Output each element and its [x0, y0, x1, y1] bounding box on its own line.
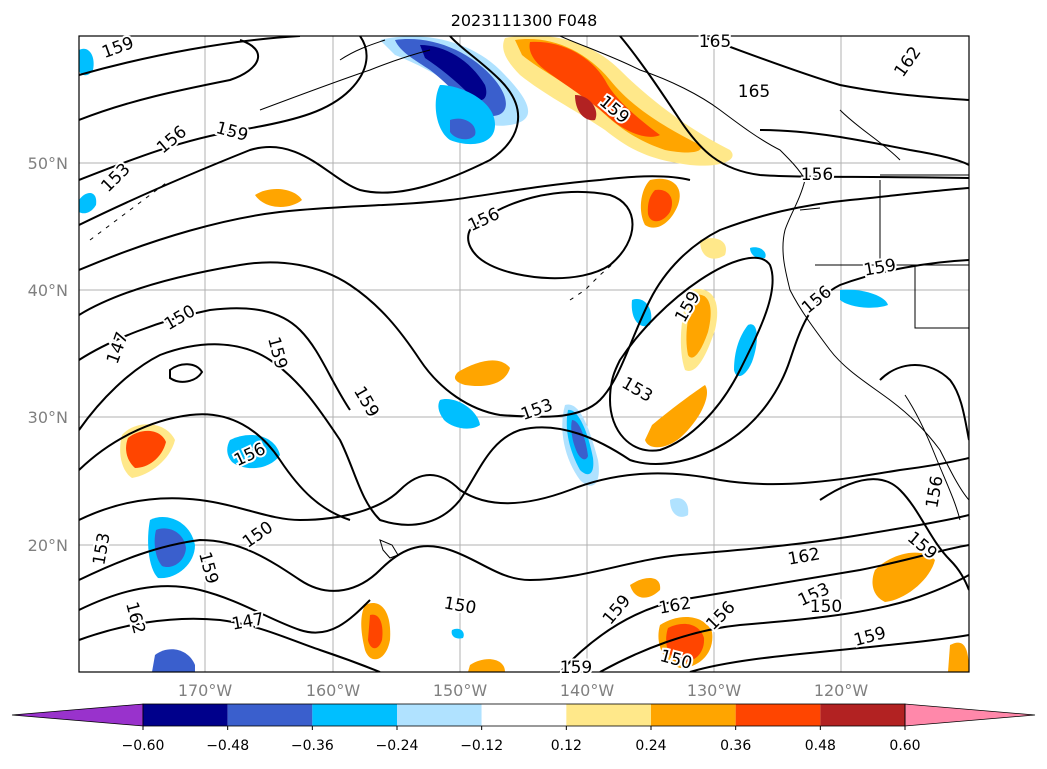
- lon-label-160w: 160°W: [306, 681, 361, 700]
- contour-label: 156: [801, 165, 833, 185]
- lat-label-30n: 30°N: [28, 408, 68, 427]
- contour-label: 165: [699, 32, 731, 52]
- colorbar-tick-label: −0.48: [206, 738, 249, 754]
- colorbar-segment: [228, 704, 313, 726]
- colorbar-tick-label: −0.24: [376, 738, 419, 754]
- lon-label-140w: 140°W: [560, 681, 615, 700]
- longitude-labels: 170°W 160°W 150°W 140°W 130°W 120°W: [178, 681, 869, 700]
- lat-label-20n: 20°N: [28, 536, 68, 555]
- colorbar-segment: [651, 704, 736, 726]
- colorbar-tick-label: 0.24: [635, 738, 666, 754]
- colorbar-segment: [482, 704, 567, 726]
- latitude-labels: 50°N 40°N 30°N 20°N: [28, 154, 68, 555]
- colorbar-tick-label: −0.36: [291, 738, 334, 754]
- contour-label: 150: [810, 597, 842, 617]
- colorbar-tick-label: 0.48: [805, 738, 836, 754]
- map-svg: 2023111300 F048: [0, 0, 1047, 765]
- colorbar-tick-label: −0.12: [460, 738, 503, 754]
- lon-label-150w: 150°W: [433, 681, 488, 700]
- colorbar-tick-label: 0.12: [551, 738, 582, 754]
- colorbar-segment: [143, 704, 228, 726]
- contour-label: 165: [738, 82, 770, 102]
- colorbar-tick-label: 0.36: [720, 738, 751, 754]
- colorbar: −0.60 −0.48 −0.36 −0.24 −0.12 0.12 0.24 0.36 0.4…: [12, 704, 1035, 754]
- colorbar-tick-label: −0.60: [122, 738, 165, 754]
- map-title: 2023111300 F048: [451, 11, 598, 30]
- colorbar-segment: [397, 704, 482, 726]
- contour-label: 159: [560, 658, 592, 678]
- colorbar-tick-label: 0.60: [889, 738, 920, 754]
- lat-label-50n: 50°N: [28, 154, 68, 173]
- map-figure: 2023111300 F048: [0, 0, 1047, 765]
- colorbar-extend-high: [905, 704, 1035, 726]
- colorbar-segment: [566, 704, 651, 726]
- colorbar-extend-low: [12, 704, 143, 726]
- lon-label-130w: 130°W: [687, 681, 742, 700]
- lon-label-170w: 170°W: [178, 681, 233, 700]
- colorbar-segment: [820, 704, 905, 726]
- colorbar-segment: [312, 704, 397, 726]
- lon-label-120w: 120°W: [814, 681, 869, 700]
- colorbar-segment: [736, 704, 821, 726]
- lat-label-40n: 40°N: [28, 281, 68, 300]
